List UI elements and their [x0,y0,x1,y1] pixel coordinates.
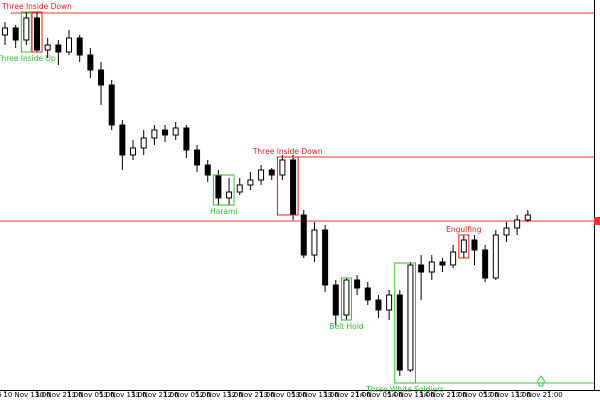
candle-body [418,264,425,273]
x-tick-label: 10 Nov 13:00 [3,391,50,399]
candle-body [204,164,211,176]
pattern-box [212,174,235,206]
candle-body [471,239,478,251]
candle-body [322,229,329,286]
pattern-box [458,234,470,259]
candle-body [290,159,297,216]
candle-body [524,214,531,221]
candle-body [226,191,233,199]
x-tick-label: 13 Nov 05:00 [259,391,306,399]
candle-body [503,227,510,236]
candle-body [492,234,499,279]
candle-body [172,127,179,136]
pattern-box [394,262,416,384]
pattern-box [340,277,352,321]
candle-body [407,264,414,371]
x-tick-label: 14 Nov 05:00 [356,391,403,399]
candle-body [162,129,169,136]
candle-body [482,249,489,279]
candle-body [247,179,254,186]
pattern-box [20,11,32,53]
x-tick-label: 13 Nov 21:00 [324,391,371,399]
candle-body [66,37,73,53]
x-tick-label: 12 Nov 13:00 [195,391,242,399]
x-tick-label: 11 Nov 21:00 [131,391,178,399]
x-tick-label: 17 Nov 13:00 [484,391,531,399]
pattern-label: Three Inside Down [252,147,323,156]
candle-body [268,169,275,176]
candle-body [194,149,201,166]
candle-body [98,69,105,86]
signal-arrow [536,375,546,387]
candle-body [140,137,147,149]
candle-body [279,159,286,176]
candle-body [386,294,393,311]
candle-body [23,17,30,41]
x-tick-label: 11 Nov 05:00 [67,391,114,399]
candle-body [215,174,222,199]
candle-body [55,44,62,53]
candle-body [2,27,8,36]
candle-body [119,124,126,156]
candle-body [87,54,94,71]
candle-body [460,239,467,253]
pattern-label: Engulfing [446,225,482,234]
candle-body [300,214,307,256]
candle-body [439,261,446,266]
candle-body [12,27,19,41]
candle-body [343,279,350,316]
x-tick-label: 10 Nov 21:00 [35,391,82,399]
x-tick-label: 17 Nov 21:00 [516,391,563,399]
x-tick-label: 11 Nov 13:00 [99,391,146,399]
x-tick-label: 12 Nov 05:00 [163,391,210,399]
candle-body [108,84,115,126]
candle-body [450,251,457,266]
candle-body [311,229,318,256]
candle-body [514,219,521,229]
x-tick-label: 025 [0,391,2,399]
candle-body [354,279,361,289]
candle-body [258,169,265,181]
candle-body [34,17,41,51]
candle-body [236,184,243,193]
candle-body [76,37,83,56]
x-tick-label: 12 Nov 21:00 [227,391,274,399]
pattern-label: Three Inside Up [0,54,56,63]
pattern-box [276,156,299,216]
candle-body [151,129,158,139]
candle-body [44,44,51,51]
candle-body [375,299,382,311]
candle-body [183,127,190,151]
candle-body [332,284,339,316]
x-tick-label: 14 Nov 13:00 [388,391,435,399]
x-tick-label: 17 Nov 05:00 [452,391,499,399]
candle-body [396,294,403,371]
pattern-box [31,11,43,53]
price-tag [594,217,600,225]
pattern-label: Three White Soldiers [365,385,444,394]
candle-body [130,147,137,156]
pattern-label: Harami [210,207,237,216]
candle-body [364,287,371,301]
pattern-label: Belt Hold [329,322,363,331]
candle-body [428,261,435,273]
x-tick-label: 14 Nov 21:00 [420,391,467,399]
x-tick-label: 13 Nov 13:00 [291,391,338,399]
pattern-label: Three Inside Down [1,2,72,11]
